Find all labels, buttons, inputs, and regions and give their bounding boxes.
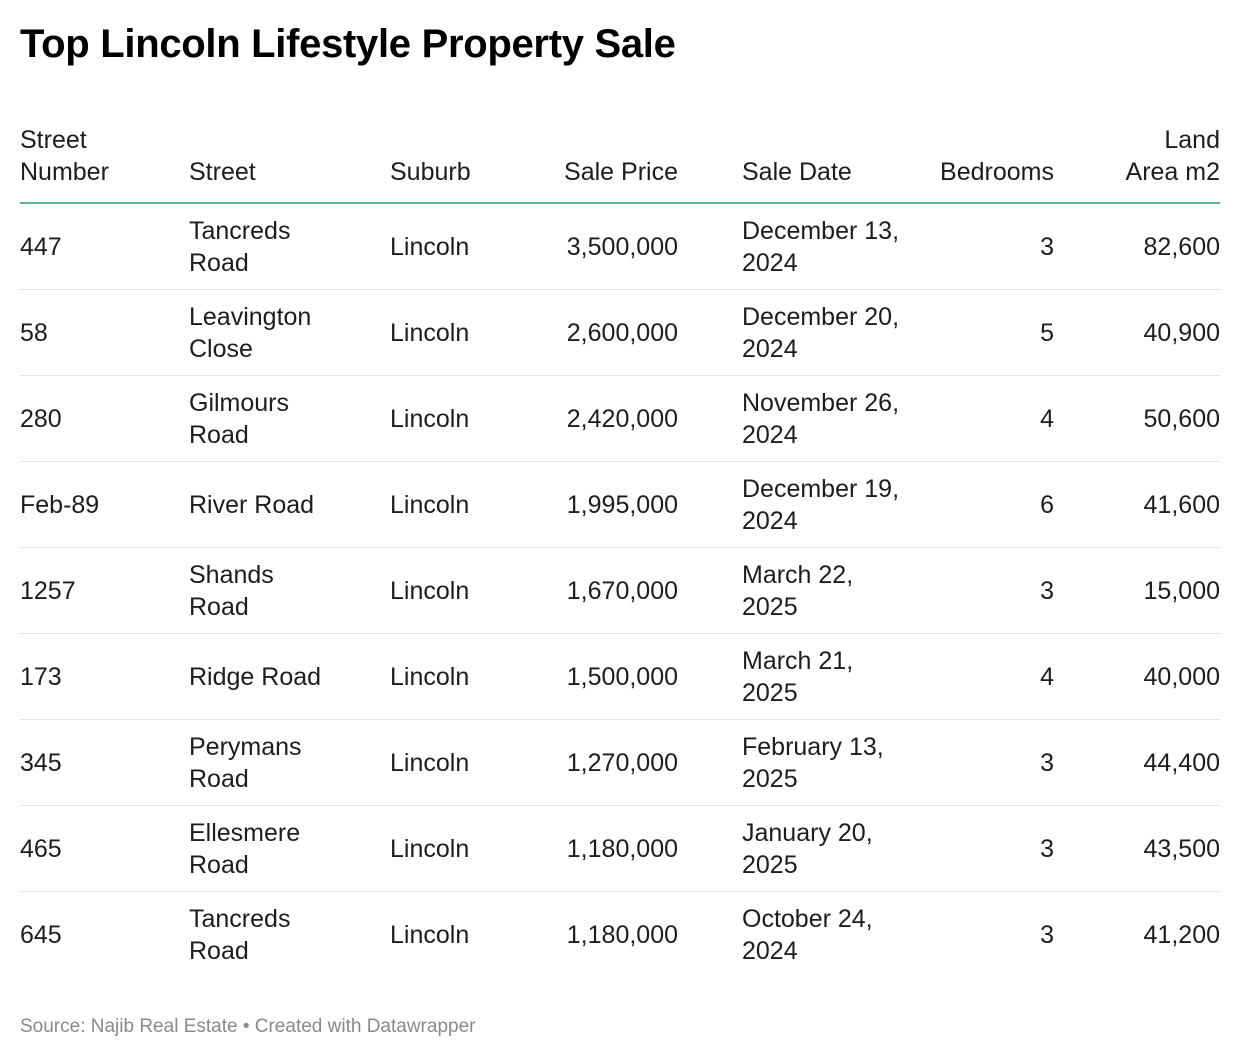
table-row: 58 Leavington Close Lincoln 2,600,000 Decemb… [20, 290, 1220, 376]
street-cell: Gilmours Road [189, 388, 290, 449]
land-area-cell: 40,000 [1143, 662, 1220, 691]
street-number-cell: 1257 [20, 576, 76, 605]
table-header: Street Number Street Suburb Sale Price Sa… [20, 124, 1220, 204]
bedrooms-cell: 3 [1040, 834, 1054, 863]
street-number-cell: 645 [20, 920, 62, 949]
sale-date-cell: January 20, 2025 [742, 818, 873, 879]
header-street-number[interactable]: Street Number [20, 124, 189, 204]
land-area-cell: 15,000 [1143, 576, 1220, 605]
header-land-area[interactable]: Land Area m2 [1054, 124, 1220, 204]
bedrooms-cell: 4 [1040, 662, 1054, 691]
suburb-cell: Lincoln [390, 490, 470, 519]
bedrooms-cell: 3 [1040, 748, 1054, 777]
street-number-cell: 345 [20, 748, 62, 777]
suburb-cell: Lincoln [390, 748, 470, 777]
suburb-cell: Lincoln [390, 404, 470, 433]
table-row: 173 Ridge Road Lincoln 1,500,000 March 21, 2… [20, 634, 1220, 720]
land-area-cell: 41,600 [1143, 490, 1220, 519]
sale-date-cell: November 26, 2024 [742, 388, 900, 449]
suburb-cell: Lincoln [390, 318, 470, 347]
table-row: 280 Gilmours Road Lincoln 2,420,000 November… [20, 376, 1220, 462]
street-cell: Ridge Road [189, 662, 322, 691]
land-area-cell: 44,400 [1143, 748, 1220, 777]
street-cell: Perymans Road [189, 732, 302, 793]
table-row: 447 Tancreds Road Lincoln 3,500,000 December… [20, 204, 1220, 290]
street-number-cell: 173 [20, 662, 62, 691]
sale-date-cell: December 19, 2024 [742, 474, 900, 535]
sale-date-cell: December 13, 2024 [742, 216, 900, 277]
header-sale-price[interactable]: Sale Price [564, 158, 678, 186]
suburb-cell: Lincoln [390, 662, 470, 691]
sale-price-cell: 2,420,000 [566, 404, 678, 433]
table-row: Feb-89 River Road Lincoln 1,995,000 December… [20, 462, 1220, 548]
land-area-cell: 50,600 [1143, 404, 1220, 433]
street-cell: Tancreds Road [189, 216, 291, 277]
street-number-cell: 280 [20, 404, 62, 433]
header-label: Area m2 [1125, 158, 1220, 186]
table-row: 1257 Shands Road Lincoln 1,670,000 March 22,… [20, 548, 1220, 634]
header-bedrooms[interactable]: Bedrooms [940, 158, 1054, 186]
suburb-cell: Lincoln [390, 232, 470, 261]
sale-date-cell: December 20, 2024 [742, 302, 900, 363]
street-cell: Leavington Close [189, 302, 312, 363]
sale-price-cell: 1,180,000 [566, 834, 678, 863]
header-sale-date[interactable]: Sale Date [742, 158, 852, 186]
header-label: Land [1164, 126, 1220, 154]
land-area-cell: 40,900 [1143, 318, 1220, 347]
sale-price-cell: 1,995,000 [566, 490, 678, 519]
header-street[interactable]: Street [189, 158, 256, 186]
land-area-cell: 82,600 [1143, 232, 1220, 261]
sale-date-cell: March 21, 2025 [742, 646, 854, 707]
sale-date-cell: March 22, 2025 [742, 560, 854, 621]
street-number-cell: 447 [20, 232, 62, 261]
street-number-cell: 58 [20, 318, 48, 347]
land-area-cell: 43,500 [1143, 834, 1220, 863]
street-cell: Ellesmere Road [189, 818, 301, 879]
header-label: Number [20, 158, 109, 186]
sale-date-cell: October 24, 2024 [742, 904, 873, 965]
bedrooms-cell: 5 [1040, 318, 1054, 347]
table-row: 345 Perymans Road Lincoln 1,270,000 February… [20, 720, 1220, 806]
suburb-cell: Lincoln [390, 834, 470, 863]
bedrooms-cell: 4 [1040, 404, 1054, 433]
bedrooms-cell: 3 [1040, 576, 1054, 605]
sale-price-cell: 1,500,000 [566, 662, 678, 691]
table-body: 447 Tancreds Road Lincoln 3,500,000 December… [20, 204, 1220, 977]
sale-price-cell: 3,500,000 [566, 232, 678, 261]
street-cell: Shands Road [189, 560, 274, 621]
sale-price-cell: 1,270,000 [566, 748, 678, 777]
table-row: 465 Ellesmere Road Lincoln 1,180,000 January… [20, 806, 1220, 892]
street-cell: Tancreds Road [189, 904, 291, 965]
sale-price-cell: 1,180,000 [566, 920, 678, 949]
street-cell: River Road [189, 490, 315, 519]
suburb-cell: Lincoln [390, 576, 470, 605]
source-footer: Source: Najib Real Estate • Created with… [20, 1016, 476, 1037]
bedrooms-cell: 6 [1040, 490, 1054, 519]
sale-date-cell: February 13, 2025 [742, 732, 884, 793]
table-row: 645 Tancreds Road Lincoln 1,180,000 October … [20, 892, 1220, 977]
header-suburb[interactable]: Suburb [390, 158, 471, 186]
bedrooms-cell: 3 [1040, 232, 1054, 261]
sale-price-cell: 2,600,000 [566, 318, 678, 347]
sale-price-cell: 1,670,000 [566, 576, 678, 605]
bedrooms-cell: 3 [1040, 920, 1054, 949]
street-number-cell: Feb-89 [20, 490, 100, 519]
suburb-cell: Lincoln [390, 920, 470, 949]
street-number-cell: 465 [20, 834, 62, 863]
property-sales-table: Street Number Street Suburb Sale Price Sa… [20, 124, 1220, 977]
land-area-cell: 41,200 [1143, 920, 1220, 949]
page-title: Top Lincoln Lifestyle Property Sale [20, 22, 676, 66]
header-label: Street [20, 126, 87, 154]
